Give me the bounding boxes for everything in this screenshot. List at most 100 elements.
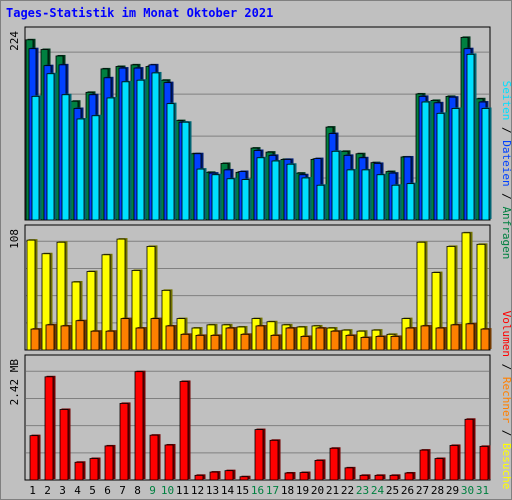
bar-rechner-day-15 xyxy=(240,333,250,351)
bar-volumen-day-8 xyxy=(134,371,144,481)
bar-seiten-day-4 xyxy=(76,118,85,221)
legend-separator: / xyxy=(500,120,512,140)
bar-rechner-day-26 xyxy=(405,327,415,351)
x-tick-label: 11 xyxy=(176,484,189,497)
x-tick-label: 20 xyxy=(311,484,324,497)
x-tick-label: 9 xyxy=(149,484,156,497)
legend-entry-besuche: Besuche xyxy=(500,443,512,489)
bar-seiten-day-6 xyxy=(106,97,115,221)
x-tick-label: 14 xyxy=(221,484,235,497)
bar-volumen-day-29 xyxy=(449,445,459,481)
bar-seiten-day-16 xyxy=(256,157,265,221)
bar-volumen-day-13 xyxy=(209,471,219,481)
chart-title: Tages-Statistik im Monat Oktober 2021 xyxy=(6,6,274,20)
bar-seiten-day-5 xyxy=(91,115,100,221)
x-tick-label: 24 xyxy=(371,484,385,497)
bar-seiten-day-20 xyxy=(316,184,325,221)
bar-volumen-day-21 xyxy=(329,447,339,481)
bar-seiten-day-27 xyxy=(421,101,430,221)
bar-seiten-day-15 xyxy=(241,179,250,221)
bar-volumen-day-20 xyxy=(314,459,324,481)
bar-seiten-day-12 xyxy=(196,168,205,221)
bar-seiten-day-3 xyxy=(61,94,70,221)
legend-entry-dateien: Dateien xyxy=(500,140,512,186)
bar-volumen-day-11 xyxy=(179,381,189,481)
bar-rechner-day-18 xyxy=(285,327,295,351)
x-tick-label: 27 xyxy=(416,484,429,497)
legend-separator: / xyxy=(500,357,512,377)
bar-rechner-day-9 xyxy=(150,318,160,351)
bar-volumen-day-24 xyxy=(374,474,384,481)
bar-rechner-day-29 xyxy=(450,324,460,351)
bar-volumen-day-6 xyxy=(104,445,114,481)
x-tick-label: 13 xyxy=(206,484,219,497)
bar-seiten-day-26 xyxy=(406,183,415,221)
x-tick-label: 22 xyxy=(341,484,354,497)
x-tick-label: 5 xyxy=(89,484,96,497)
bar-volumen-day-27 xyxy=(419,449,429,481)
bar-rechner-day-4 xyxy=(75,320,85,351)
x-tick-label: 23 xyxy=(356,484,369,497)
x-tick-label: 12 xyxy=(191,484,204,497)
x-tick-label: 29 xyxy=(446,484,459,497)
bar-rechner-day-8 xyxy=(135,327,145,351)
bar-volumen-day-15 xyxy=(239,476,249,481)
legend-entry-anfragen: Anfragen xyxy=(500,206,512,259)
bar-volumen-day-7 xyxy=(119,403,129,481)
bar-volumen-day-17 xyxy=(269,439,279,481)
bar-rechner-day-13 xyxy=(210,334,220,351)
bar-rechner-day-27 xyxy=(420,325,430,351)
bar-volumen-day-4 xyxy=(74,461,84,481)
bar-seiten-day-22 xyxy=(346,169,355,221)
bar-seiten-day-9 xyxy=(151,72,160,221)
bar-seiten-day-1 xyxy=(31,95,40,221)
x-tick-label: 7 xyxy=(119,484,126,497)
bar-volumen-day-31 xyxy=(479,445,489,481)
bar-seiten-day-18 xyxy=(286,163,295,221)
x-tick-label: 8 xyxy=(134,484,141,497)
legend-entry-seiten: Seiten xyxy=(500,81,512,121)
bar-rechner-day-7 xyxy=(120,318,130,351)
bar-rechner-day-17 xyxy=(270,334,280,351)
x-tick-label: 4 xyxy=(74,484,81,497)
bar-volumen-day-18 xyxy=(284,472,294,481)
bar-seiten-day-23 xyxy=(361,169,370,221)
legend-separator: / xyxy=(500,423,512,443)
bar-seiten-day-29 xyxy=(451,108,460,221)
bar-seiten-day-13 xyxy=(211,174,220,221)
legend-entry-volumen: Volumen xyxy=(500,311,512,357)
legend-top: Seiten / Dateien / Anfragen xyxy=(500,81,512,260)
x-tick-label: 25 xyxy=(386,484,399,497)
bar-volumen-day-19 xyxy=(299,472,309,481)
bar-volumen-day-22 xyxy=(344,467,354,481)
x-tick-label: 21 xyxy=(326,484,339,497)
bar-rechner-day-31 xyxy=(480,328,490,351)
bar-rechner-day-10 xyxy=(165,325,175,351)
legend-bottom: Volumen / Rechner / Besuche xyxy=(500,311,512,490)
x-tick-label: 2 xyxy=(44,484,51,497)
bar-volumen-day-16 xyxy=(254,429,264,481)
bar-rechner-day-3 xyxy=(60,325,70,351)
x-tick-label: 15 xyxy=(236,484,249,497)
bar-rechner-day-30 xyxy=(465,323,475,351)
bar-rechner-day-24 xyxy=(375,335,385,351)
bar-volumen-day-2 xyxy=(44,376,54,481)
bar-rechner-day-6 xyxy=(105,330,115,351)
bar-volumen-day-12 xyxy=(194,474,204,481)
bar-rechner-day-22 xyxy=(345,334,355,351)
bar-seiten-day-19 xyxy=(301,177,310,221)
x-tick-label: 26 xyxy=(401,484,414,497)
bar-rechner-day-11 xyxy=(180,333,190,351)
y-axis-max-label-top: 224 xyxy=(8,31,21,51)
x-tick-label: 1 xyxy=(29,484,36,497)
x-tick-label: 19 xyxy=(296,484,309,497)
bar-seiten-day-25 xyxy=(391,184,400,221)
bar-seiten-day-14 xyxy=(226,178,235,221)
bar-seiten-day-30 xyxy=(466,53,475,221)
x-tick-label: 30 xyxy=(461,484,474,497)
bar-seiten-day-10 xyxy=(166,103,175,221)
bar-rechner-day-16 xyxy=(255,325,265,351)
x-tick-label: 3 xyxy=(59,484,66,497)
bar-rechner-day-20 xyxy=(315,327,325,351)
